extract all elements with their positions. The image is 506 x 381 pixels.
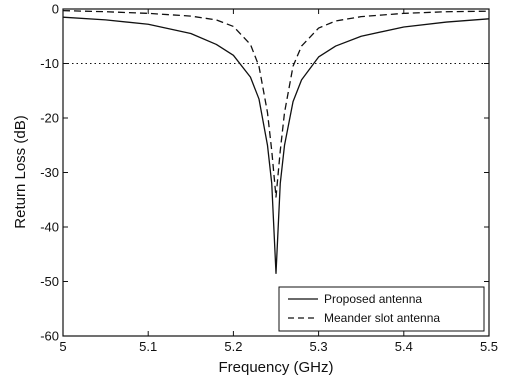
x-axis-label: Frequency (GHz) [218,359,333,376]
y-tick-label: -50 [40,274,59,289]
y-tick-label: -60 [40,329,59,344]
y-tick-label: 0 [52,2,59,17]
x-tick-label: 5.3 [310,339,328,354]
y-axis-label: Return Loss (dB) [12,115,29,228]
series-group [62,9,490,274]
y-tick-label: -30 [40,165,59,180]
x-tick-label: 5.4 [395,339,413,354]
x-tick-label: 5.1 [139,339,157,354]
y-tick-label: -40 [40,220,59,235]
x-tick-label: 5.5 [480,339,498,354]
y-tick-label: -20 [40,111,59,126]
series-line-meander-slot-antenna [62,9,490,198]
legend: Proposed antenna Meander slot antenna [278,286,485,332]
tick-group: 5 5.1 5.2 5.3 5.4 5.5 0 -10 -20 -30 -40 -50 -60 [40,2,498,355]
series-line-proposed-antenna [62,16,490,274]
legend-label-meander: Meander slot antenna [324,311,440,325]
x-tick-label: 5 [59,339,66,354]
x-tick-label: 5.2 [224,339,242,354]
y-tick-label: -10 [40,56,59,71]
legend-box [278,286,485,332]
legend-label-proposed: Proposed antenna [324,292,422,306]
